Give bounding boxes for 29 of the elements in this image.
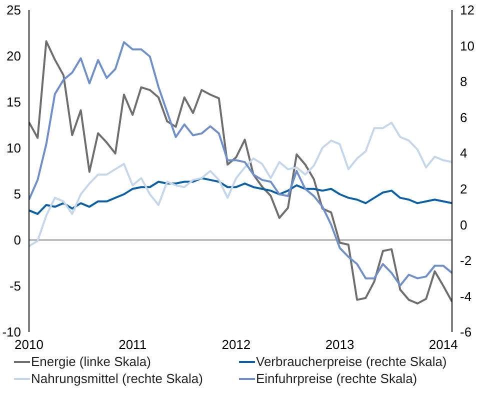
y2-tick-label: 12 — [460, 2, 474, 18]
line-series — [29, 177, 452, 215]
x-tick-label: 2011 — [118, 337, 147, 352]
y2-tick-label: -4 — [460, 288, 472, 304]
legend-label: Verbraucherpreise (rechte Skala) — [256, 354, 447, 369]
y-tick-label: 20 — [6, 48, 21, 64]
y2-tick-label: -2 — [460, 253, 472, 268]
y-tick-label: -10 — [2, 324, 21, 340]
y2-tick-label: 0 — [460, 217, 468, 232]
legend-label: Einfuhrpreise (rechte Skala) — [256, 371, 418, 386]
x-tick-label: 2010 — [14, 337, 44, 352]
y2-tick-label: 10 — [460, 38, 474, 54]
y2-tick-label: 6 — [460, 110, 468, 125]
x-tick-label: 2013 — [325, 337, 354, 352]
y2-tick-label: -6 — [460, 324, 472, 340]
y-tick-label: -5 — [9, 278, 21, 294]
y-tick-label: 15 — [6, 94, 21, 110]
y-tick-label: 0 — [14, 232, 21, 248]
y-tick-label: 10 — [6, 140, 21, 156]
y2-tick-label: 4 — [460, 146, 468, 161]
x-tick-label: 2012 — [222, 337, 251, 352]
y-tick-label: 5 — [14, 186, 21, 202]
x-tick-label: 2014 — [428, 337, 458, 352]
y-tick-label: 25 — [6, 2, 21, 18]
legend-label: Nahrungsmittel (rechte Skala) — [31, 371, 203, 386]
line-series — [29, 122, 452, 248]
y2-tick-label: 8 — [460, 74, 468, 90]
y2-tick-label: 2 — [460, 182, 468, 197]
legend-label: Energie (linke Skala) — [31, 354, 151, 369]
